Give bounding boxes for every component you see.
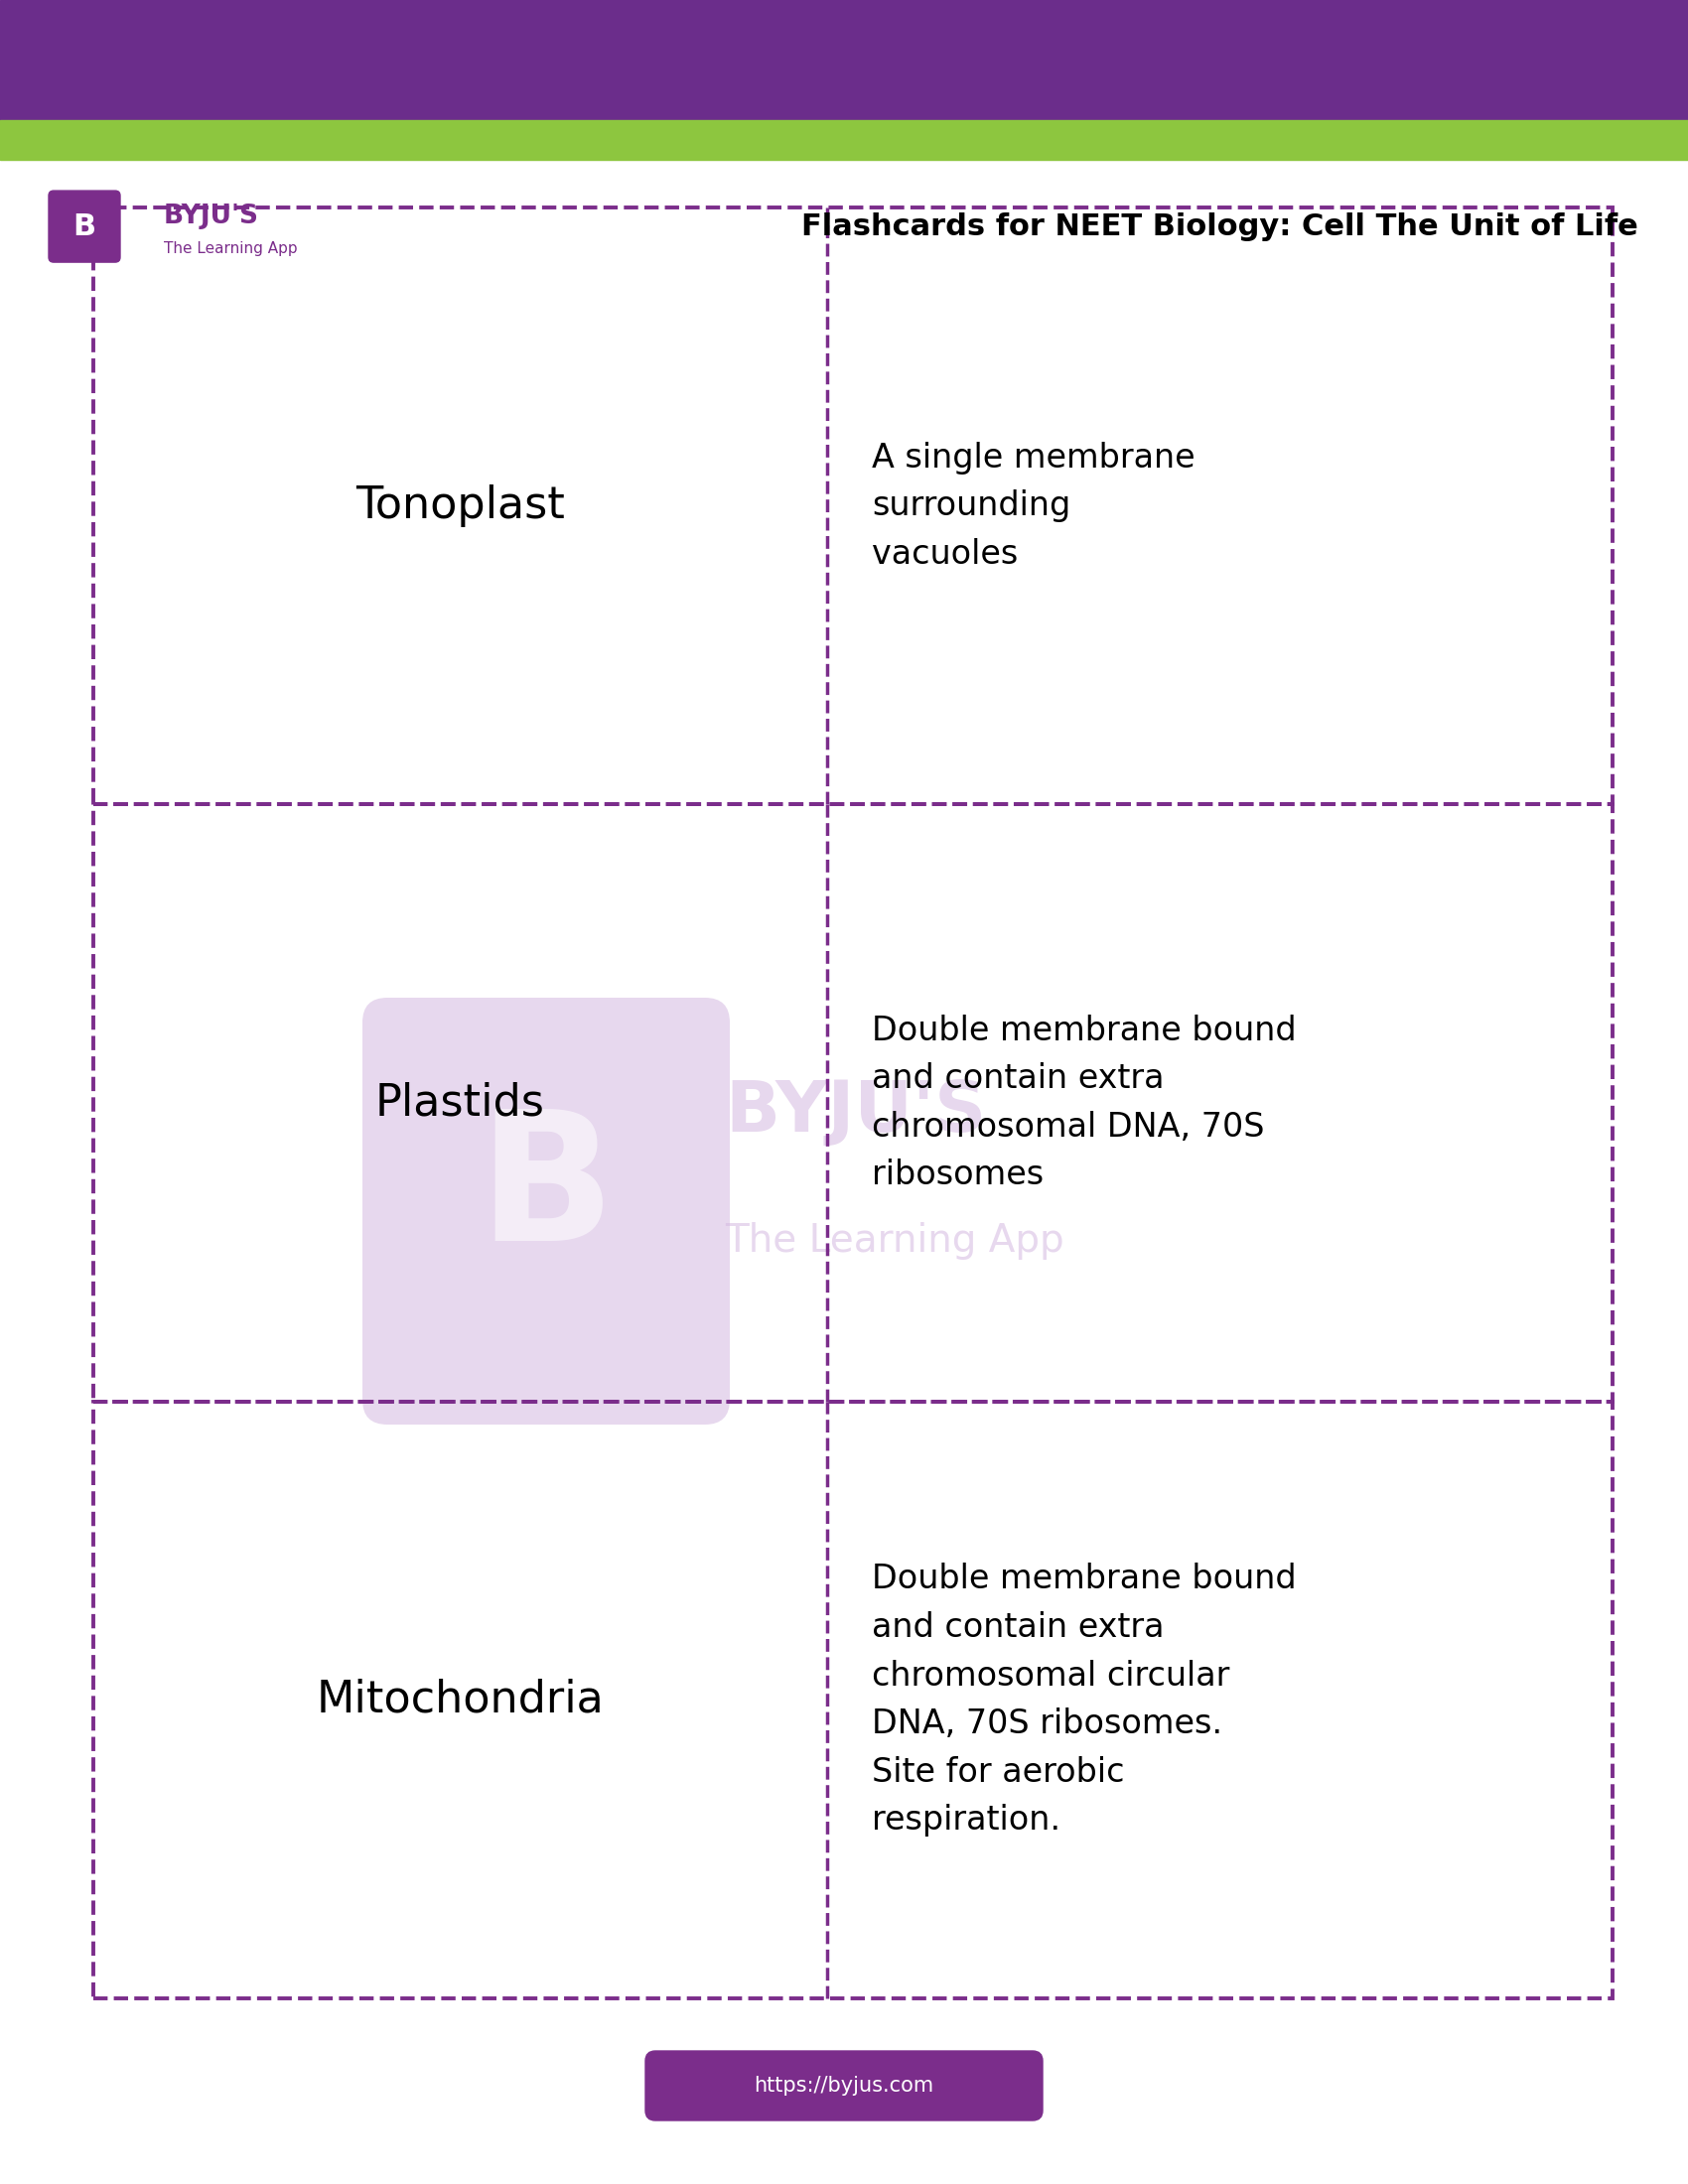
Text: The Learning App: The Learning App: [724, 1223, 1063, 1260]
Text: B: B: [73, 212, 96, 240]
Text: Double membrane bound
and contain extra
chromosomal DNA, 70S
ribosomes: Double membrane bound and contain extra …: [871, 1013, 1296, 1192]
FancyBboxPatch shape: [363, 998, 729, 1424]
Text: BYJU'S: BYJU'S: [164, 203, 260, 229]
Bar: [93, 1402, 1612, 1998]
Text: https://byjus.com: https://byjus.com: [755, 2075, 933, 2097]
Bar: [0, 120, 1688, 159]
Text: BYJU'S: BYJU'S: [724, 1077, 986, 1147]
FancyBboxPatch shape: [49, 190, 120, 262]
Bar: [93, 207, 1612, 804]
Bar: [93, 804, 1612, 1402]
Text: B: B: [478, 1103, 614, 1278]
Bar: [0, 0, 1688, 120]
Text: A single membrane
surrounding
vacuoles: A single membrane surrounding vacuoles: [871, 441, 1195, 570]
Text: Plastids: Plastids: [375, 1081, 545, 1125]
FancyBboxPatch shape: [645, 2051, 1043, 2121]
Text: Tonoplast: Tonoplast: [354, 485, 565, 526]
Text: Mitochondria: Mitochondria: [316, 1679, 604, 1721]
Text: Double membrane bound
and contain extra
chromosomal circular
DNA, 70S ribosomes.: Double membrane bound and contain extra …: [871, 1564, 1296, 1837]
Text: The Learning App: The Learning App: [164, 240, 297, 256]
Text: Flashcards for NEET Biology: Cell The Unit of Life: Flashcards for NEET Biology: Cell The Un…: [802, 212, 1639, 240]
